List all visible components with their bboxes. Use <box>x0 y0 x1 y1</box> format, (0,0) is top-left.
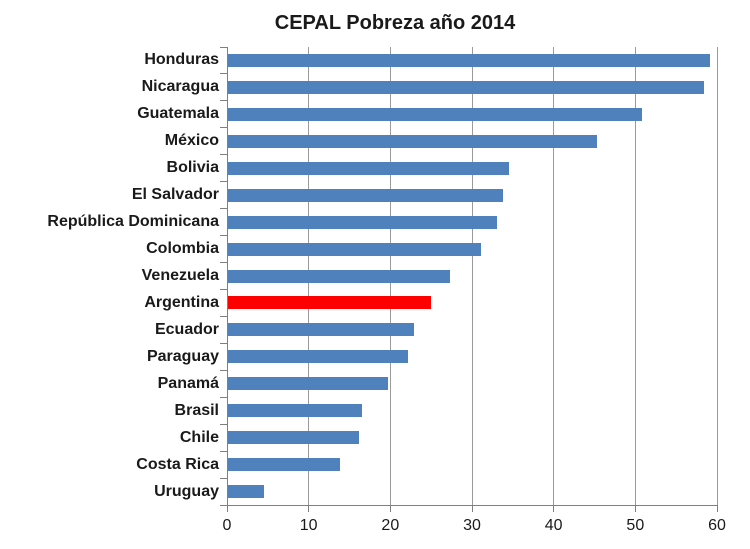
y-axis-tick <box>220 477 227 479</box>
category-label: Uruguay <box>154 482 219 500</box>
y-axis-tick <box>220 315 227 317</box>
y-axis-tick <box>220 46 227 48</box>
gridline-30 <box>471 47 473 505</box>
x-axis-tick <box>389 505 391 512</box>
y-axis-tick <box>220 73 227 75</box>
x-axis-tick-label: 50 <box>626 517 645 534</box>
x-axis-tick-label: 10 <box>299 517 318 534</box>
bar-argentina <box>228 296 431 310</box>
y-axis-tick <box>220 208 227 210</box>
bar-panam- <box>228 377 389 391</box>
bar-rep-blica-dominicana <box>228 215 497 229</box>
x-axis-tick-label: 0 <box>222 517 232 534</box>
category-label: Chile <box>179 428 219 446</box>
x-axis-tick-label: 20 <box>381 517 400 534</box>
category-label: Bolivia <box>166 159 219 177</box>
y-axis-tick <box>220 235 227 237</box>
y-axis-tick <box>220 262 227 264</box>
category-label: Nicaragua <box>141 78 219 96</box>
category-label: Venezuela <box>141 267 219 284</box>
x-axis-tick <box>553 505 555 512</box>
category-label: Paraguay <box>146 347 219 365</box>
y-axis-tick <box>220 127 227 129</box>
y-axis-tick <box>220 181 227 183</box>
y-axis-tick <box>220 369 227 371</box>
category-label: Costa Rica <box>136 455 219 473</box>
category-label: Guatemala <box>137 105 219 123</box>
bar-nicaragua <box>228 80 705 94</box>
bar-chile <box>228 431 359 445</box>
bar-m-xico <box>228 134 598 148</box>
x-axis-tick <box>308 505 310 512</box>
bar-venezuela <box>228 269 451 283</box>
bar-paraguay <box>228 350 409 364</box>
category-label: Argentina <box>144 293 219 311</box>
x-axis-tick <box>716 505 718 512</box>
category-label: Panamá <box>157 374 219 392</box>
x-axis-tick-label: 40 <box>544 517 563 534</box>
category-label: Brasil <box>174 401 219 419</box>
y-axis-tick <box>220 154 227 156</box>
category-label: Honduras <box>144 51 219 69</box>
bar-honduras <box>228 53 710 67</box>
x-axis-tick-label: 60 <box>708 517 726 534</box>
bar-brasil <box>228 404 362 418</box>
gridline-40 <box>553 47 555 505</box>
category-label: República Dominicana <box>47 213 219 231</box>
bar-costa-rica <box>228 458 340 472</box>
bar-bolivia <box>228 161 509 175</box>
bar-uruguay <box>228 485 264 499</box>
chart-title: CEPAL Pobreza año 2014 <box>274 12 516 34</box>
gridline-50 <box>634 47 636 505</box>
gridline-60 <box>716 47 718 505</box>
category-label: Ecuador <box>154 320 219 338</box>
y-axis-tick <box>220 450 227 452</box>
x-axis-tick <box>226 505 228 512</box>
category-label: El Salvador <box>131 186 219 204</box>
x-axis-tick <box>634 505 636 512</box>
y-axis-tick <box>220 396 227 398</box>
x-axis-tick <box>471 505 473 512</box>
y-axis-tick <box>220 288 227 290</box>
bar-el-salvador <box>228 188 504 202</box>
y-axis-tick <box>220 100 227 102</box>
bar-guatemala <box>228 107 643 121</box>
category-label: Colombia <box>146 240 219 258</box>
y-axis-tick <box>220 423 227 425</box>
category-label: México <box>164 132 219 150</box>
y-axis-tick <box>220 342 227 344</box>
x-axis-line <box>220 504 717 506</box>
x-axis-tick-label: 30 <box>463 517 481 534</box>
y-axis-line <box>226 47 228 505</box>
bar-ecuador <box>228 323 415 337</box>
bar-colombia <box>228 242 482 256</box>
